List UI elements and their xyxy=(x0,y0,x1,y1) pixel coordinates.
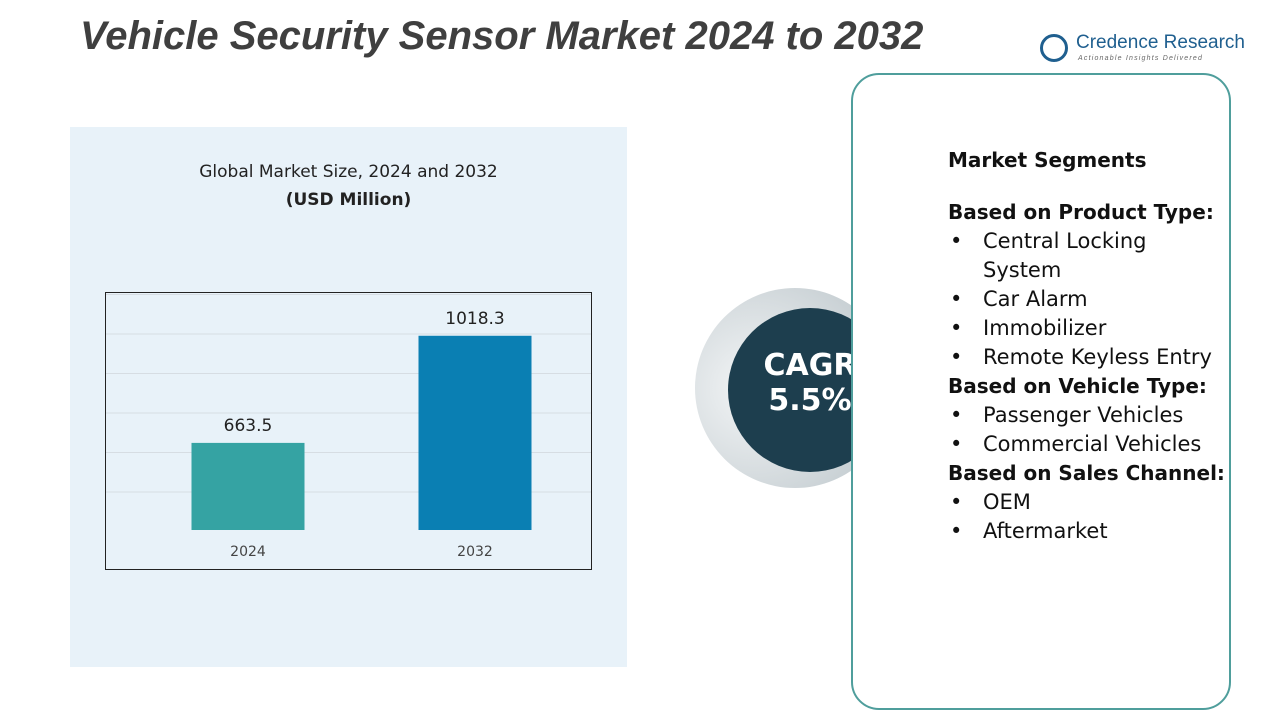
logo-tagline: Actionable Insights Delivered xyxy=(1078,55,1204,62)
segment-item: Immobilizer xyxy=(948,314,1228,343)
bar xyxy=(191,442,305,530)
x-tick-label: 2032 xyxy=(457,544,493,560)
segments-card xyxy=(851,73,1231,710)
segment-item: Car Alarm xyxy=(948,285,1228,314)
chart-title: Global Market Size, 2024 and 2032 xyxy=(199,162,498,182)
segment-item: Central Locking System xyxy=(948,227,1228,285)
segments: Market Segments Based on Product Type: Ce… xyxy=(948,148,1228,546)
x-tick-label: 2024 xyxy=(230,544,266,560)
cagr-value: 5.5% xyxy=(768,383,852,418)
bar xyxy=(418,335,532,530)
segment-group-title: Based on Product Type: xyxy=(948,200,1214,224)
segment-item: OEM xyxy=(948,488,1228,517)
value-label: 1018.3 xyxy=(445,309,504,329)
page-title: Vehicle Security Sensor Market 2024 to 2… xyxy=(80,14,924,58)
logo-icon xyxy=(1040,34,1068,62)
segment-item: Commercial Vehicles xyxy=(948,430,1228,459)
logo-name: Credence Research xyxy=(1076,32,1245,53)
segment-item: Aftermarket xyxy=(948,517,1228,546)
segment-group-title: Based on Vehicle Type: xyxy=(948,374,1207,398)
chart-subtitle: (USD Million) xyxy=(285,190,412,210)
value-label: 663.5 xyxy=(224,416,273,436)
segments-heading: Market Segments xyxy=(948,148,1147,172)
chart: 663.5 2024 1018.3 2032 xyxy=(191,309,532,560)
plot-area: 663.5 2024 1018.3 2032 xyxy=(105,292,592,570)
segment-item: Passenger Vehicles xyxy=(948,401,1228,430)
segment-item: Remote Keyless Entry xyxy=(948,343,1228,372)
segment-group-title: Based on Sales Channel: xyxy=(948,461,1225,485)
cagr-label: CAGR xyxy=(763,348,857,383)
